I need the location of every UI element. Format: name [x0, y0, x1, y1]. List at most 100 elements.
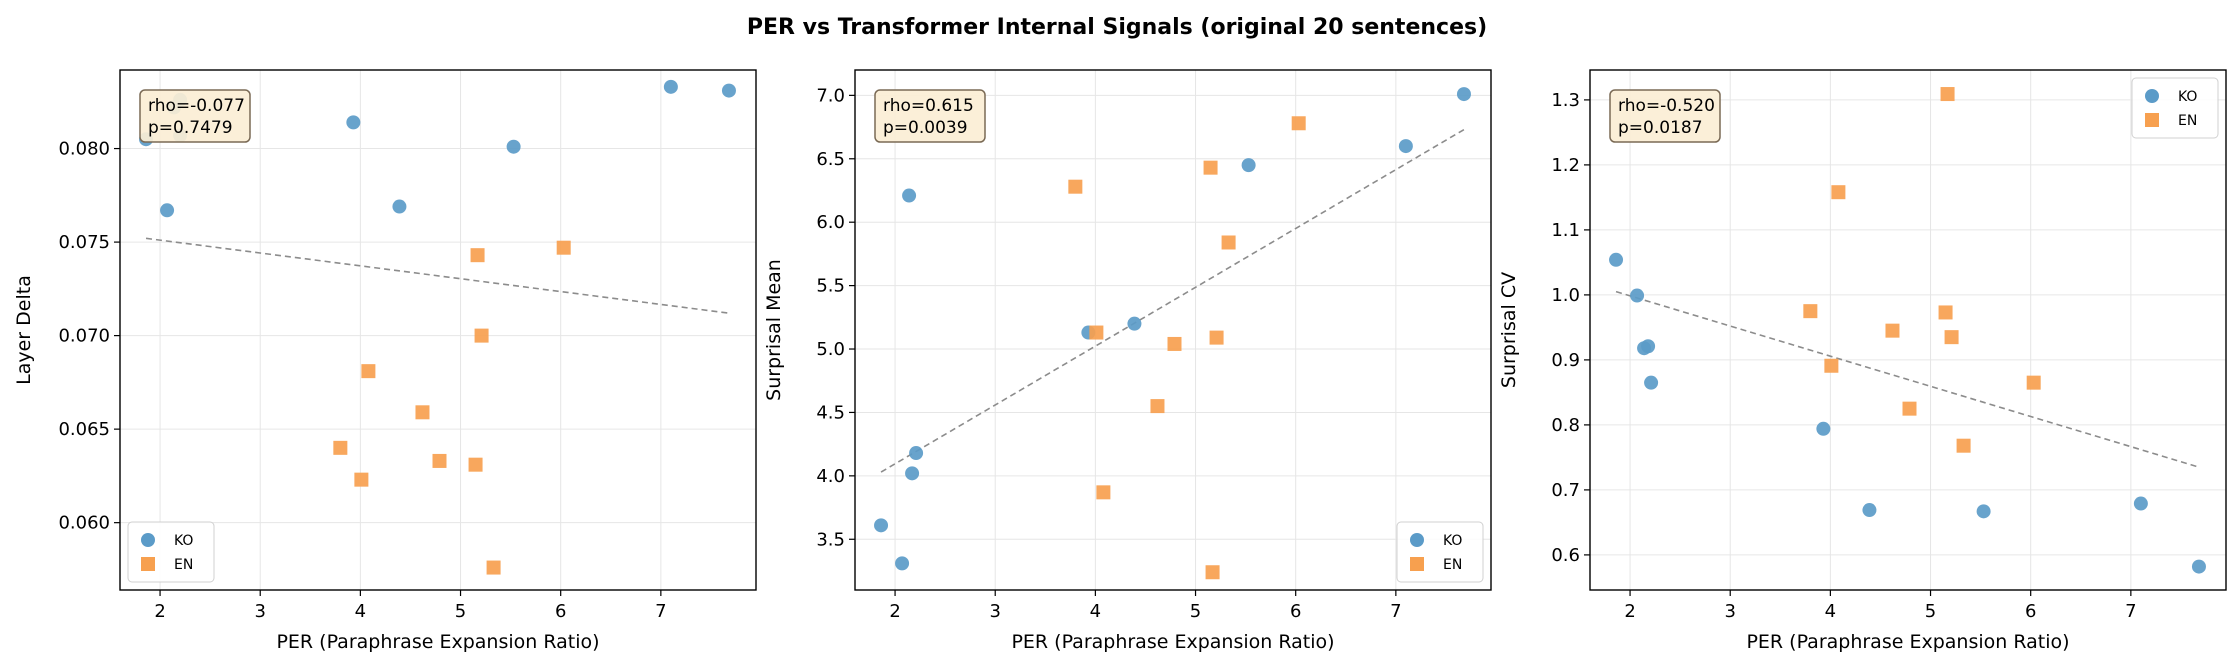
legend-marker-en — [2145, 113, 2159, 127]
legend-label-ko: KO — [1443, 533, 1462, 549]
point-en — [432, 453, 447, 468]
stats-p: p=0.0039 — [883, 118, 968, 138]
point-en — [361, 364, 376, 379]
stats-box — [874, 89, 986, 143]
point-ko — [902, 188, 917, 203]
legend-label-en: EN — [1443, 557, 1462, 573]
x-axis-label: PER (Paraphrase Expansion Ratio) — [1746, 631, 2069, 653]
point-ko — [506, 139, 521, 154]
point-ko — [1976, 504, 1991, 519]
point-ko — [2191, 559, 2206, 574]
x-tick-label: 2 — [889, 601, 900, 622]
stats-p: p=0.0187 — [1618, 118, 1703, 138]
y-tick-label: 1.3 — [1551, 90, 1580, 111]
point-ko — [1241, 158, 1256, 173]
panel-1: 2 3 4 5 6 7 0.060 0.065 0.070 0.075 0.080 PER (Para… — [13, 69, 757, 653]
point-en — [1096, 485, 1111, 500]
axes-frame — [119, 69, 757, 591]
y-tick-label: 0.065 — [58, 419, 110, 440]
x-tick-label: 7 — [655, 601, 666, 622]
point-en — [1209, 330, 1224, 345]
point-en — [1068, 179, 1083, 194]
point-ko — [1862, 503, 1877, 518]
legend: KO EN — [2131, 77, 2219, 139]
stats-p: p=0.7479 — [148, 118, 233, 138]
y-tick-label: 0.8 — [1551, 415, 1580, 436]
stats-box — [139, 89, 251, 143]
y-tick-label: 1.0 — [1551, 285, 1580, 306]
y-tick-label: 0.080 — [58, 139, 110, 160]
y-axis-label: Surprisal CV — [1498, 272, 1520, 388]
x-axis-label: PER (Paraphrase Expansion Ratio) — [1011, 631, 1334, 653]
point-en — [1831, 185, 1846, 200]
point-ko — [346, 115, 361, 130]
y-tick-label: 3.5 — [816, 529, 845, 550]
x-tick-label: 3 — [989, 601, 1000, 622]
point-en — [1944, 330, 1959, 345]
y-tick-label: 5.5 — [816, 276, 845, 297]
legend-label-ko: KO — [2178, 89, 2197, 105]
y-tick-label: 1.2 — [1551, 155, 1580, 176]
x-tick-label: 3 — [1724, 601, 1735, 622]
point-en — [474, 328, 489, 343]
stats-rho: rho=-0.077 — [148, 96, 245, 116]
y-tick-label: 0.6 — [1551, 545, 1580, 566]
trend-line — [880, 128, 1465, 473]
legend-frame — [1396, 521, 1484, 583]
point-en — [486, 560, 501, 575]
point-ko — [1816, 421, 1831, 436]
y-tick-label: 0.075 — [58, 232, 110, 253]
point-ko — [895, 556, 910, 571]
x-tick-label: 6 — [1290, 601, 1301, 622]
y-tick-label: 5.0 — [816, 339, 845, 360]
point-ko — [721, 83, 736, 98]
point-en — [354, 472, 369, 487]
axes-frame — [854, 69, 1492, 591]
legend-label-en: EN — [2178, 113, 2197, 129]
point-ko — [160, 203, 175, 218]
point-en — [1938, 305, 1953, 320]
y-tick-label: 0.9 — [1551, 350, 1580, 371]
figure-title: PER vs Transformer Internal Signals (ori… — [747, 15, 1487, 40]
point-en — [556, 240, 571, 255]
panels: 2 3 4 5 6 7 0.060 0.065 0.070 0.075 0.080 PER (Para… — [13, 69, 2227, 653]
point-en — [470, 248, 485, 263]
legend-marker-ko — [2145, 89, 2159, 103]
legend-marker-en — [1410, 557, 1424, 571]
panel-2: 2 3 4 5 6 7 3.5 4.0 4.5 5.0 5.5 6.0 6.5 7.0 PER (Parap… — [763, 69, 1492, 653]
point-en — [2026, 375, 2041, 390]
x-tick-label: 7 — [1390, 601, 1401, 622]
legend: KO EN — [127, 521, 215, 583]
point-en — [1221, 235, 1236, 250]
point-en — [1956, 438, 1971, 453]
point-ko — [663, 79, 678, 94]
point-en — [1291, 116, 1306, 131]
point-en — [1940, 87, 1955, 102]
point-en — [1824, 358, 1839, 373]
point-en — [1089, 325, 1104, 340]
legend-label-en: EN — [174, 557, 193, 573]
x-tick-label: 2 — [154, 601, 165, 622]
trend-line — [145, 237, 730, 314]
point-en — [1167, 336, 1182, 351]
point-ko — [2133, 496, 2148, 511]
legend-label-ko: KO — [174, 533, 193, 549]
point-ko — [1398, 139, 1413, 154]
point-ko — [392, 199, 407, 214]
point-en — [333, 440, 348, 455]
point-en — [1205, 565, 1220, 580]
point-ko — [1609, 252, 1624, 267]
x-tick-label: 4 — [1825, 601, 1836, 622]
y-tick-label: 4.0 — [816, 466, 845, 487]
y-tick-label: 7.0 — [816, 85, 845, 106]
point-ko — [1644, 375, 1659, 390]
point-ko — [909, 446, 924, 461]
x-tick-label: 2 — [1624, 601, 1635, 622]
x-tick-label: 6 — [555, 601, 566, 622]
x-axis-label: PER (Paraphrase Expansion Ratio) — [276, 631, 599, 653]
y-tick-label: 6.0 — [816, 212, 845, 233]
point-ko — [1456, 87, 1471, 102]
trend-line — [1615, 290, 2200, 468]
x-tick-label: 3 — [254, 601, 265, 622]
